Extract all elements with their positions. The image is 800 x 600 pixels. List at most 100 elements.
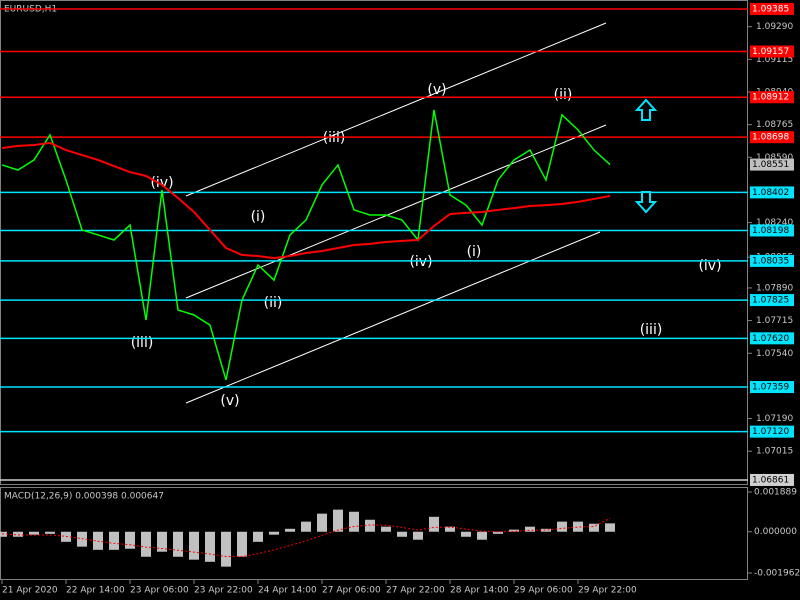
down-arrow	[634, 191, 658, 214]
x-tick-label: 28 Apr 14:00	[450, 586, 509, 596]
y-tick-label: 1.07890	[756, 283, 793, 293]
macd-bar	[189, 531, 199, 560]
wave-label: (ii)	[554, 87, 573, 103]
macd-bar	[109, 531, 119, 550]
y-tick-label: 1.08765	[756, 120, 793, 130]
macd-bar	[157, 531, 167, 552]
level-box	[750, 91, 794, 104]
y-tick-label: 1.07540	[756, 349, 793, 359]
wave-label: (iv)	[698, 258, 721, 274]
y-tick-label: 0.000000	[754, 527, 797, 537]
macd-bar	[301, 521, 311, 532]
signal-line	[1, 517, 611, 558]
y-tick-label: -0.001962	[754, 568, 800, 578]
x-tick-label: 23 Apr 06:00	[130, 586, 189, 596]
level-label: 1.08912	[752, 93, 789, 103]
wave-label: (v)	[220, 393, 239, 409]
macd-bar	[173, 531, 183, 557]
macd-bar	[141, 531, 151, 557]
level-label: 1.07825	[752, 296, 789, 306]
level-label: 1.08035	[752, 256, 789, 266]
macd-bar	[573, 521, 583, 532]
y-tick-label: 1.09290	[756, 22, 793, 32]
level-box	[750, 186, 794, 199]
macd-bar	[253, 531, 263, 542]
macd-bar	[509, 529, 519, 532]
x-tick-label: 22 Apr 14:00	[66, 586, 125, 596]
macd-bar	[349, 511, 359, 532]
macd-bar	[317, 513, 327, 532]
macd-bar	[45, 531, 55, 534]
macd-bar	[525, 526, 535, 532]
x-tick-label: 24 Apr 14:00	[258, 586, 317, 596]
level-label: 1.09385	[752, 4, 789, 14]
last-price-box	[750, 158, 794, 171]
macd-bar	[461, 531, 471, 537]
y-tick-label: 0.001889	[754, 488, 797, 498]
level-label: 1.06861	[752, 475, 789, 485]
macd-bar	[333, 509, 343, 532]
level-box	[750, 45, 794, 58]
level-box	[750, 2, 794, 15]
macd-bar	[605, 523, 615, 532]
wave-label: (iv)	[409, 254, 432, 270]
macd-bar	[269, 531, 279, 535]
level-box	[750, 131, 794, 144]
level-label: 1.09157	[752, 47, 789, 57]
moving-average	[1, 141, 611, 260]
x-tick-label: 27 Apr 22:00	[386, 586, 445, 596]
x-tick-label: 21 Apr 2020	[2, 586, 58, 596]
y-tick-label: 1.09115	[756, 55, 793, 65]
macd-bar	[381, 526, 391, 532]
macd-bar	[445, 526, 455, 532]
macd-bar	[397, 531, 407, 537]
level-box	[750, 381, 794, 394]
macd-bar	[77, 531, 87, 547]
wave-label: (iv)	[150, 175, 173, 191]
macd-bar	[429, 516, 439, 532]
macd-bar	[477, 531, 487, 540]
y-tick-label: 1.08240	[756, 218, 793, 228]
x-tick-label: 23 Apr 22:00	[194, 586, 253, 596]
macd-bar	[541, 528, 551, 532]
price-line	[1, 109, 611, 381]
macd-bar	[413, 531, 423, 540]
wave-label: (iii)	[640, 322, 663, 338]
wave-label: (v)	[427, 82, 446, 98]
y-tick-label: 1.08590	[756, 153, 793, 163]
x-tick-label: 27 Apr 06:00	[322, 586, 381, 596]
last-price-label: 1.08551	[752, 160, 789, 170]
macd-bar	[493, 531, 503, 534]
macd-bar	[285, 528, 295, 532]
level-label: 1.08698	[752, 133, 789, 143]
wave-label: (i)	[467, 244, 482, 260]
level-label: 1.07120	[752, 427, 789, 437]
level-label: 1.07620	[752, 334, 789, 344]
macd-bar	[125, 531, 135, 549]
level-box	[750, 425, 794, 438]
macd-bar	[237, 531, 247, 557]
macd-title: MACD(12,26,9) 0.000398 0.000647	[4, 492, 164, 502]
level-box	[750, 254, 794, 267]
x-tick-label: 29 Apr 22:00	[578, 586, 637, 596]
level-label: 1.08198	[752, 226, 789, 236]
y-tick-label: 1.07715	[756, 316, 793, 326]
wave-label: (ii)	[264, 295, 283, 311]
y-tick-label: 1.07015	[756, 447, 793, 457]
level-label: 1.08402	[752, 188, 789, 198]
macd-bar	[589, 523, 599, 532]
x-tick-label: 29 Apr 06:00	[514, 586, 573, 596]
up-arrow	[634, 98, 658, 121]
level-box	[750, 332, 794, 345]
level-box	[750, 294, 794, 307]
macd-bar	[29, 531, 39, 535]
price-frame	[0, 0, 748, 485]
wave-label: (iii)	[131, 335, 154, 351]
macd-bar	[557, 521, 567, 532]
level-box	[750, 224, 794, 237]
macd-bar	[365, 519, 375, 532]
level-box	[750, 473, 794, 486]
macd-bar	[221, 531, 231, 567]
y-tick-label: 1.07190	[756, 414, 793, 424]
